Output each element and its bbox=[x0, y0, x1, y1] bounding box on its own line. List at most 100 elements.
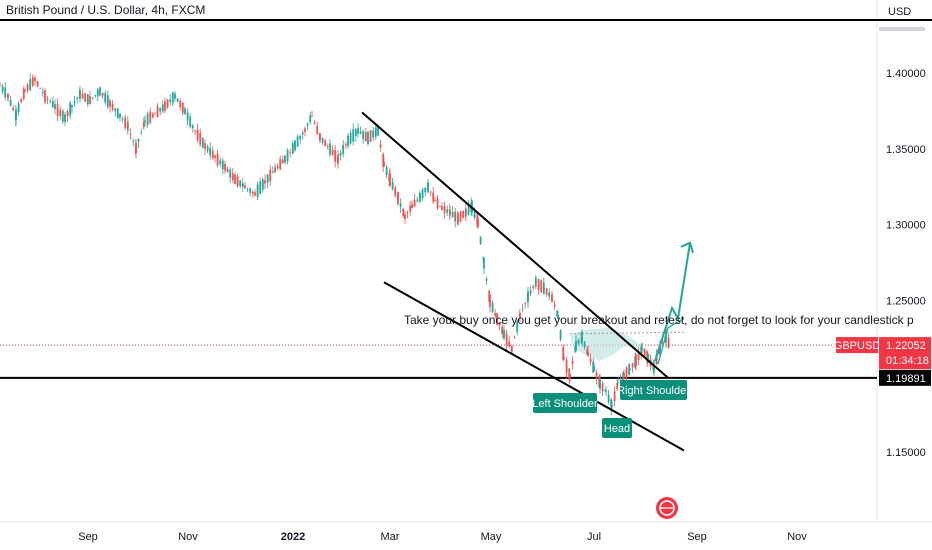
candle bbox=[508, 335, 511, 348]
candle bbox=[577, 338, 580, 346]
candle bbox=[342, 140, 345, 158]
candle bbox=[581, 329, 583, 347]
candle bbox=[73, 95, 76, 107]
candle bbox=[24, 88, 26, 93]
candle bbox=[174, 91, 176, 102]
axis-grabber[interactable] bbox=[879, 27, 925, 31]
candle bbox=[411, 200, 413, 209]
candle bbox=[156, 103, 159, 118]
candle bbox=[565, 357, 568, 379]
candle bbox=[279, 155, 282, 171]
candle bbox=[402, 207, 405, 219]
y-tick-label: 1.30000 bbox=[886, 220, 926, 232]
candle bbox=[59, 105, 62, 120]
neckline bbox=[569, 331, 685, 335]
candle bbox=[339, 150, 342, 161]
candle bbox=[256, 181, 259, 200]
candle bbox=[587, 346, 589, 357]
candle bbox=[551, 291, 553, 303]
candle bbox=[349, 129, 352, 145]
candle bbox=[161, 99, 164, 114]
candle bbox=[15, 106, 17, 126]
candle bbox=[491, 300, 494, 314]
candle bbox=[39, 87, 42, 89]
candle bbox=[219, 157, 222, 168]
x-tick-label: Jul bbox=[587, 531, 601, 543]
candle bbox=[607, 389, 610, 405]
x-tick-label: Sep bbox=[78, 531, 98, 543]
right-shoulder-label: Right Shoulder bbox=[617, 385, 690, 397]
candle bbox=[313, 119, 316, 125]
candle bbox=[647, 353, 649, 364]
candle bbox=[29, 73, 32, 92]
candle bbox=[389, 168, 391, 188]
candle bbox=[391, 177, 394, 191]
candle bbox=[101, 92, 104, 99]
candle bbox=[409, 201, 412, 217]
candle bbox=[301, 129, 304, 140]
candle bbox=[429, 191, 432, 197]
lower-trendline[interactable] bbox=[383, 281, 685, 452]
candle bbox=[557, 310, 559, 320]
currency-label: USD bbox=[888, 6, 912, 18]
candle bbox=[201, 136, 204, 149]
candle bbox=[69, 100, 72, 120]
candle bbox=[416, 196, 419, 204]
candle bbox=[137, 138, 140, 148]
candle bbox=[304, 126, 306, 137]
candle bbox=[31, 74, 34, 88]
left-shoulder-label-bg bbox=[533, 393, 597, 413]
candle bbox=[537, 278, 540, 295]
candle bbox=[254, 189, 256, 197]
candle bbox=[149, 107, 152, 125]
candle bbox=[121, 116, 124, 123]
candle bbox=[465, 208, 467, 217]
candle bbox=[61, 108, 64, 124]
candle bbox=[595, 369, 598, 385]
x-tick-label: Sep bbox=[687, 531, 707, 543]
candle bbox=[372, 127, 375, 142]
candle bbox=[421, 187, 424, 201]
candle bbox=[337, 150, 339, 169]
candle bbox=[477, 216, 479, 229]
candle bbox=[22, 85, 25, 101]
candle bbox=[359, 126, 362, 135]
candle bbox=[94, 94, 97, 98]
candle bbox=[44, 88, 46, 105]
candle bbox=[79, 86, 81, 103]
candle bbox=[441, 202, 443, 211]
candle bbox=[635, 353, 637, 371]
candle bbox=[383, 157, 385, 167]
candle bbox=[231, 167, 234, 183]
candle bbox=[516, 319, 519, 336]
candle bbox=[119, 113, 121, 122]
candle bbox=[379, 140, 382, 152]
candle bbox=[640, 343, 643, 360]
candle bbox=[81, 88, 84, 100]
candle bbox=[196, 124, 199, 143]
candle bbox=[206, 144, 209, 154]
y-tick-label: 1.40000 bbox=[886, 68, 926, 80]
candle bbox=[132, 137, 135, 147]
candle bbox=[34, 75, 36, 86]
candle bbox=[135, 139, 137, 159]
candle bbox=[211, 146, 214, 160]
candle bbox=[306, 122, 309, 131]
candle bbox=[394, 185, 397, 198]
candle bbox=[483, 256, 485, 275]
candle bbox=[479, 236, 482, 245]
level-badge-bg bbox=[879, 369, 931, 386]
candle bbox=[276, 163, 279, 171]
candle bbox=[194, 129, 196, 136]
candle bbox=[575, 335, 577, 353]
candle bbox=[179, 97, 182, 111]
candle bbox=[224, 160, 226, 174]
candle bbox=[266, 174, 269, 189]
candle bbox=[214, 154, 216, 163]
candle bbox=[562, 344, 565, 362]
projection-arrow[interactable] bbox=[654, 242, 691, 362]
x-tick-label: 2022 bbox=[281, 531, 305, 543]
candle bbox=[146, 111, 149, 128]
upper-trendline[interactable] bbox=[361, 111, 669, 379]
